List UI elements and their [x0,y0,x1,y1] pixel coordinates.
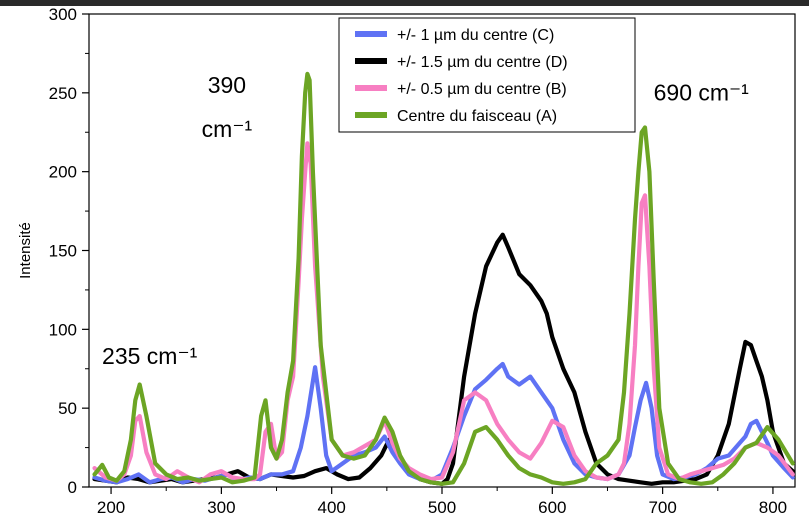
x-tick-label: 200 [97,498,125,517]
y-tick-label: 150 [49,242,77,261]
x-tick-label: 400 [318,498,346,517]
legend-label-0: +/- 1 µm du centre (C) [397,27,554,44]
x-tick-label: 500 [428,498,456,517]
series-line-1 [92,232,795,486]
series-line-0 [92,361,795,485]
legend-label-3: Centre du faisceau (A) [397,108,557,125]
y-tick-label: 0 [68,478,77,497]
legend-box [338,17,636,133]
y-tick-label: 100 [49,320,77,339]
series-line-2 [92,141,795,485]
y-tick-label: 50 [58,399,77,418]
top-border-strip [0,0,809,6]
x-tick-label: 700 [648,498,676,517]
y-tick-label: 200 [49,163,77,182]
legend-label-2: +/- 0.5 µm du centre (B) [397,81,567,98]
peak-annotation-0: 235 cm⁻¹ [102,343,198,369]
peak-annotation-2: cm⁻¹ [202,116,253,142]
y-tick-label: 250 [49,84,77,103]
peak-annotation-1: 390 [208,72,246,98]
legend-label-1: +/- 1.5 µm du centre (D) [397,54,568,71]
y-tick-label: 300 [49,5,77,24]
series-line-3 [92,71,795,486]
x-tick-label: 300 [207,498,235,517]
x-tick-label: 800 [759,498,787,517]
y-axis-label: Intensité [17,222,34,279]
x-tick-label: 600 [538,498,566,517]
peak-annotation-3: 690 cm⁻¹ [654,80,750,106]
